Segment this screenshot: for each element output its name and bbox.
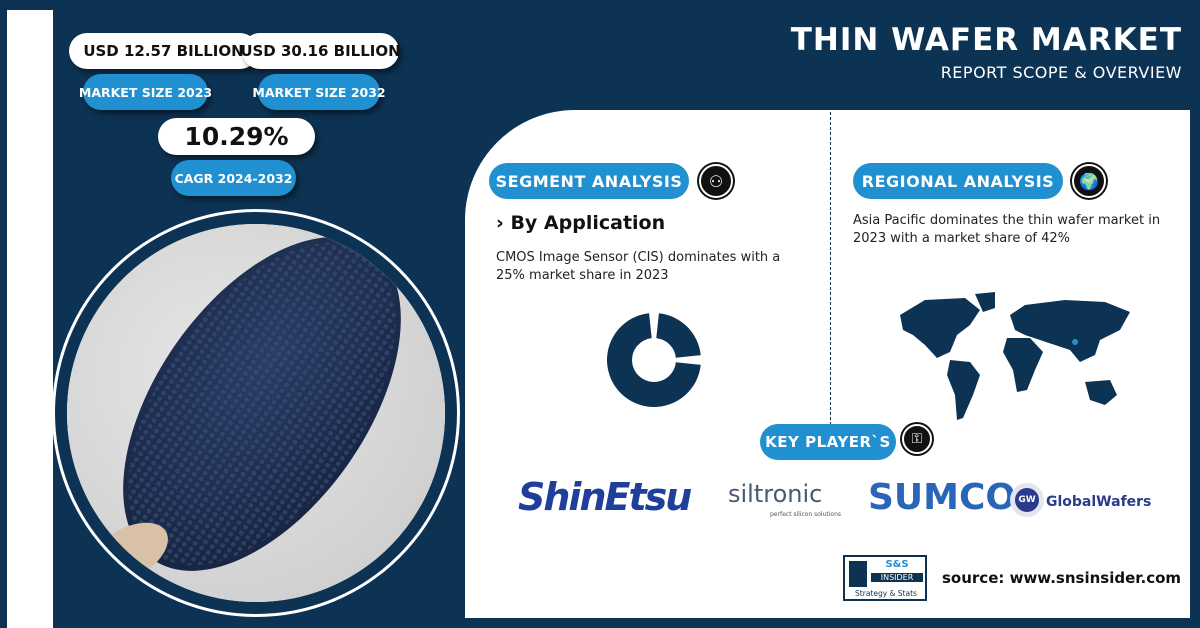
donut-segment-cis [656,313,701,358]
wafer-image [55,212,457,614]
section-divider [830,112,831,430]
market-size-2032-label: MARKET SIZE 2032 [252,74,386,110]
shinetsu-logo: ShinEtsu [518,475,692,519]
left-white-strip [7,10,53,628]
page-title: THIN WAFER MARKET [790,22,1182,58]
cagr-value: 10.29% [158,118,315,155]
person-key-icon: ⚿ [902,424,932,454]
market-size-2032-value: USD 30.16 BILLION [240,33,401,69]
siltronic-tagline: perfect silicon solutions [770,511,842,518]
regional-text: Asia Pacific dominates the thin wafer ma… [853,213,1161,246]
sumco-logo: SUMCO [868,477,1017,518]
chess-piece-icon [849,561,867,587]
key-players-badge: KEY PLAYER`S [760,424,896,460]
asia-pacific-pin [1072,339,1078,345]
team-segments-icon: ⚇ [699,164,733,198]
sns-insider-logo: S&S INSIDER Strategy & Stats [843,555,927,601]
globe-pin-icon: 🌍 [1072,164,1106,198]
donut-segment-other [607,313,701,407]
world-map [900,292,1130,420]
globalwafers-logo: GlobalWafers [1046,494,1152,510]
siltronic-logo: siltronic [728,480,823,508]
page-subtitle: REPORT SCOPE & OVERVIEW [940,63,1182,82]
globalwafers-emblem: GW [1015,488,1039,512]
segment-analysis-badge: SEGMENT ANALYSIS [489,163,689,199]
segment-text: CMOS Image Sensor (CIS) dominates with a… [496,250,781,283]
cagr-label: CAGR 2024-2032 [171,160,296,196]
regional-analysis-badge: REGIONAL ANALYSIS [853,163,1063,199]
market-size-2023-value: USD 12.57 BILLION [69,33,258,69]
segment-heading: › By Application [496,212,666,234]
segment-donut-chart [607,313,701,407]
market-size-2023-label: MARKET SIZE 2023 [79,74,212,110]
source-text: source: www.snsinsider.com [942,569,1182,587]
